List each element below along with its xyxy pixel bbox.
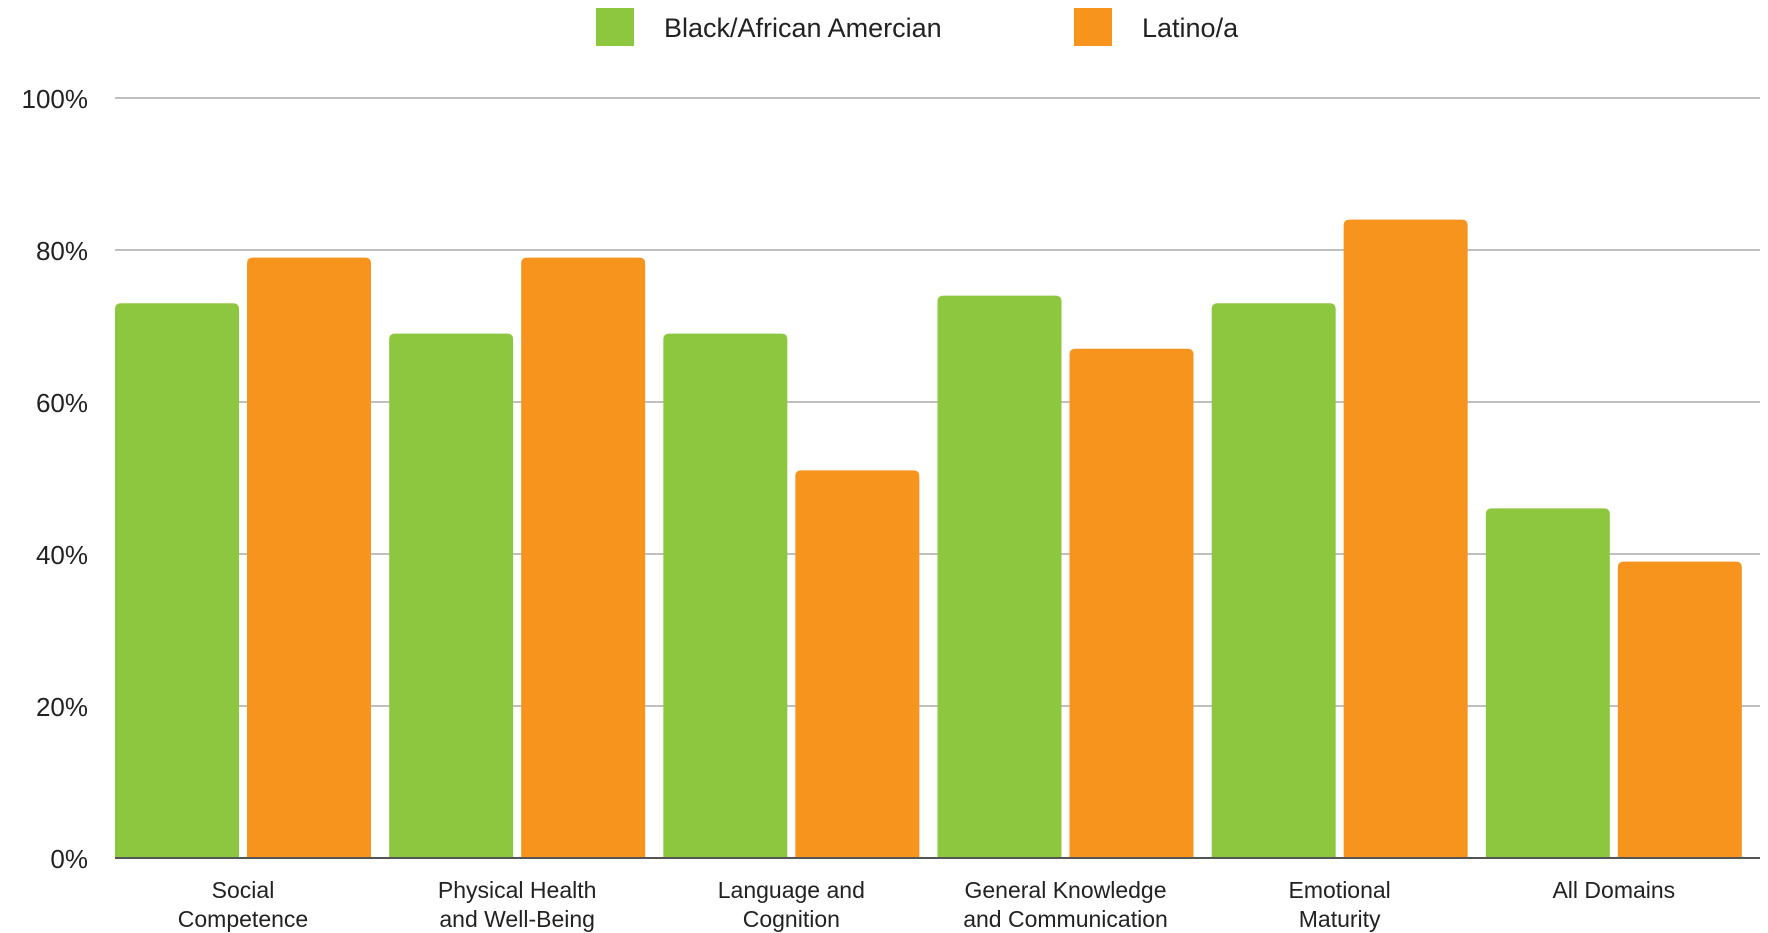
bar-latino: [1343, 219, 1468, 859]
x-category-label: All Domains: [1552, 877, 1675, 903]
legend-swatch: [596, 8, 634, 46]
x-category-label: Language and Cognition: [718, 877, 865, 932]
y-axis-tick-labels: 0% 20% 40% 60% 80% 100%: [22, 84, 89, 874]
bar-black-african-american: [937, 295, 1062, 859]
bar-black-african-american: [389, 333, 514, 859]
legend: Black/African Amercian Latino/a: [596, 8, 1239, 46]
x-axis-category-labels: Social Competence Physical Health and Well-…: [178, 877, 1675, 932]
y-tick-label: 40%: [36, 540, 88, 570]
bar-latino: [795, 470, 920, 858]
y-tick-label: 20%: [36, 692, 88, 722]
x-category-label: Emotional Maturity: [1289, 877, 1391, 932]
bar-black-african-american: [663, 333, 788, 859]
legend-label: Black/African Amercian: [664, 13, 942, 43]
y-tick-label: 80%: [36, 236, 88, 266]
legend-label: Latino/a: [1142, 13, 1239, 43]
bar-latino: [247, 257, 371, 859]
bars: [115, 219, 1742, 859]
bar-latino: [521, 257, 646, 859]
legend-swatch: [1074, 8, 1112, 46]
bar-black-african-american: [115, 303, 239, 858]
bar-black-african-american: [1485, 508, 1610, 858]
bar-black-african-american: [1211, 303, 1336, 858]
bar-latino: [1617, 561, 1742, 858]
x-category-label: Physical Health and Well-Being: [438, 877, 597, 932]
bar-latino: [1069, 348, 1194, 858]
y-tick-label: 60%: [36, 388, 88, 418]
x-category-label: General Knowledge and Communication: [963, 877, 1168, 932]
x-category-label: Social Competence: [178, 877, 308, 932]
y-tick-label: 0%: [50, 844, 88, 874]
y-tick-label: 100%: [22, 84, 89, 114]
